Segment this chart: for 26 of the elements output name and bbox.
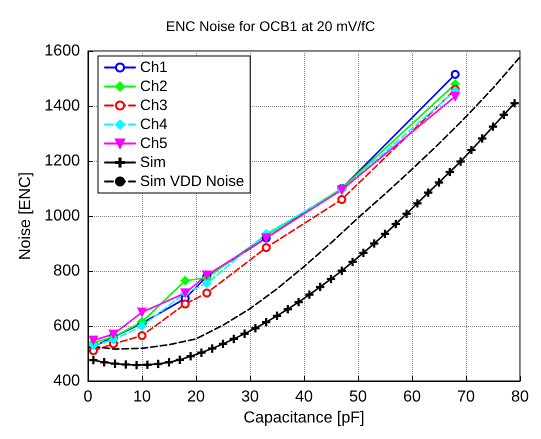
x-tick-label: 10 — [133, 388, 151, 406]
x-tick-label: 40 — [295, 388, 313, 406]
y-tick-label: 800 — [53, 262, 80, 280]
chart-title: ENC Noise for OCB1 at 20 mV/fC — [166, 18, 376, 34]
y-tick-label: 1000 — [44, 208, 80, 224]
x-tick-label: 0 — [84, 388, 93, 406]
y-tick-label: 1600 — [44, 42, 80, 60]
x-axis-title: Capacitance [pF] — [244, 409, 364, 426]
legend-label: Sim — [140, 154, 166, 171]
legend-label: Ch5 — [140, 135, 168, 152]
x-tick-label: 50 — [349, 388, 367, 406]
y-tick-label: 1200 — [44, 152, 80, 170]
legend-label: Ch1 — [140, 59, 168, 76]
x-tick-label: 70 — [457, 388, 475, 406]
x-tick-label: 30 — [241, 388, 259, 406]
legend-label: Sim VDD Noise — [140, 173, 244, 190]
y-axis-title: Noise [ENC] — [17, 172, 34, 260]
y-tick-label: 600 — [53, 318, 80, 334]
legend-label: Ch4 — [140, 116, 168, 133]
y-tick-label: 400 — [53, 372, 80, 390]
x-tick-label: 80 — [511, 388, 529, 406]
legend-label: Ch2 — [140, 78, 168, 95]
y-tick-label: 1400 — [44, 98, 80, 114]
x-tick-label: 20 — [187, 388, 205, 406]
x-tick-label: 60 — [403, 388, 421, 406]
legend-label: Ch3 — [140, 97, 168, 114]
